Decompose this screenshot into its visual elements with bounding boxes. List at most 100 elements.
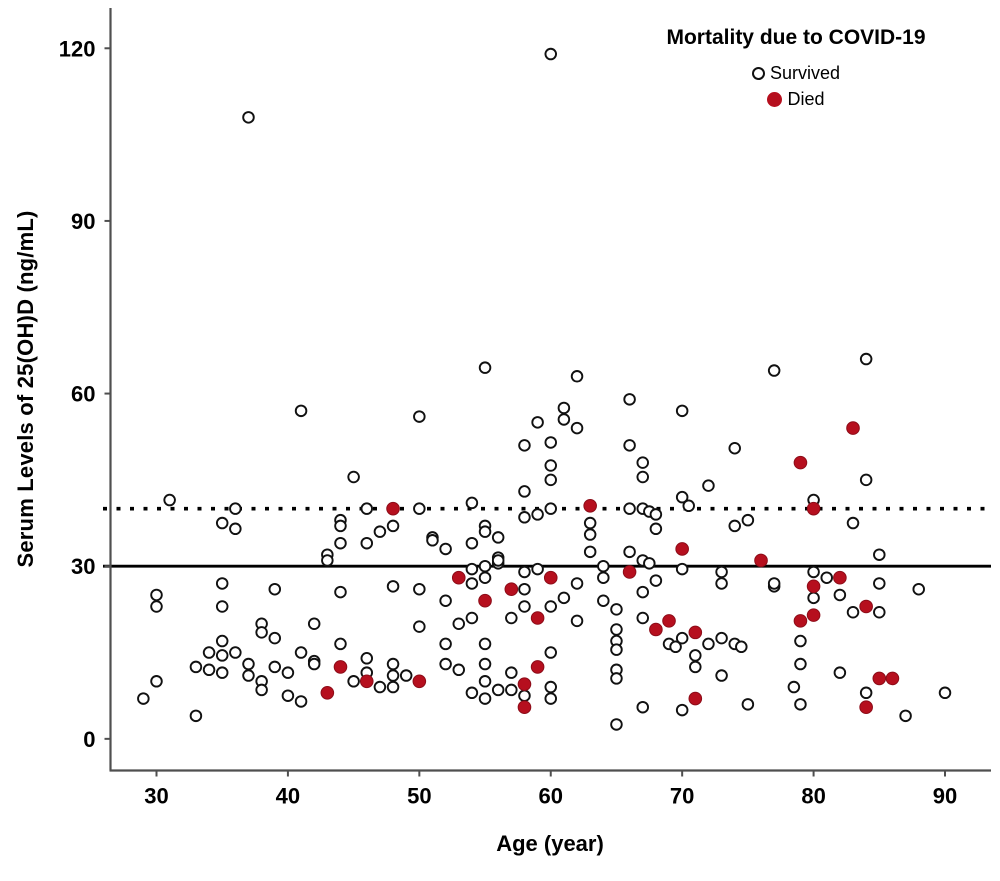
data-point-died — [517, 677, 532, 691]
data-point-survived — [189, 709, 203, 723]
data-point-survived — [794, 698, 807, 711]
data-point-survived — [623, 502, 636, 515]
data-point-survived — [478, 559, 492, 573]
data-point-survived — [229, 502, 242, 515]
data-point-survived — [242, 669, 255, 682]
data-point-survived — [505, 666, 518, 679]
data-point-survived — [544, 680, 558, 694]
data-point-survived — [373, 680, 387, 694]
data-point-survived — [399, 669, 413, 682]
legend: Mortality due to COVID-19 Survived Died — [600, 26, 992, 112]
data-point-survived — [215, 634, 229, 648]
data-point-survived — [478, 361, 492, 374]
data-point-survived — [215, 649, 229, 662]
data-point-survived — [675, 490, 689, 504]
data-point-survived — [347, 470, 360, 484]
x-tick-label: 50 — [407, 784, 431, 809]
data-point-died — [543, 570, 558, 585]
data-point-survived — [386, 519, 400, 533]
data-point-survived — [787, 680, 801, 694]
data-point-survived — [873, 548, 886, 561]
data-point-survived — [544, 502, 558, 515]
data-point-survived — [386, 657, 400, 671]
data-point-survived — [649, 574, 663, 587]
data-point-survived — [426, 534, 439, 547]
data-point-survived — [268, 660, 282, 674]
data-point-survived — [820, 571, 833, 584]
data-point-survived — [478, 657, 492, 671]
data-point-survived — [728, 441, 741, 455]
data-point-survived — [229, 646, 242, 659]
data-point-survived — [859, 686, 873, 700]
data-point-survived — [360, 502, 374, 515]
x-tick-label: 80 — [801, 784, 825, 809]
data-point-survived — [807, 565, 820, 579]
data-point-survived — [413, 502, 426, 515]
data-point-died — [806, 579, 821, 594]
data-point-survived — [570, 370, 584, 383]
data-point-survived — [794, 634, 807, 648]
data-point-died — [320, 686, 335, 700]
data-point-survived — [491, 683, 505, 697]
data-point-survived — [859, 473, 873, 487]
data-point-survived — [347, 675, 360, 688]
data-point-survived — [413, 582, 426, 596]
data-point-survived — [491, 554, 505, 567]
data-point-died — [504, 582, 519, 597]
data-point-died — [675, 542, 689, 556]
data-point-survived — [505, 611, 518, 625]
data-point-survived — [544, 459, 558, 472]
data-point-survived — [413, 620, 426, 633]
data-point-survived — [465, 611, 479, 625]
data-point-survived — [242, 657, 255, 671]
data-point-survived — [583, 545, 597, 559]
data-point-survived — [465, 496, 479, 510]
y-tick-label: 30 — [71, 554, 95, 579]
data-point-survived — [610, 643, 623, 656]
data-point-survived — [583, 516, 597, 530]
data-point-survived — [669, 640, 682, 654]
data-point-survived — [268, 582, 282, 596]
data-point-survived — [735, 640, 748, 654]
data-point-survived — [544, 47, 558, 61]
data-point-survived — [597, 559, 610, 573]
data-point-survived — [478, 525, 492, 538]
data-point-survived — [386, 580, 400, 593]
legend-entry-survived: Survived — [600, 60, 992, 86]
data-point-survived — [610, 672, 623, 685]
data-point-survived — [439, 594, 452, 607]
data-point-died — [478, 593, 492, 608]
data-point-survived — [334, 637, 347, 651]
data-point-survived — [242, 111, 255, 124]
data-point-died — [833, 570, 847, 585]
data-point-survived — [531, 562, 544, 576]
x-axis-title: Age (year) — [496, 831, 604, 856]
data-point-survived — [229, 522, 242, 536]
data-point-survived — [150, 600, 163, 613]
data-point-survived — [255, 683, 268, 697]
data-point-survived — [702, 637, 715, 651]
data-point-survived — [833, 666, 847, 679]
data-point-survived — [741, 513, 755, 527]
data-point-survived — [189, 660, 203, 674]
data-point-survived — [689, 649, 702, 662]
data-point-survived — [294, 695, 308, 708]
data-point-survived — [150, 588, 163, 602]
data-point-survived — [386, 669, 400, 682]
y-tick-label: 120 — [59, 36, 96, 61]
data-point-survived — [715, 631, 728, 645]
data-point-survived — [938, 686, 952, 700]
survived-marker-icon — [751, 66, 765, 80]
data-point-survived — [255, 626, 268, 639]
data-point-survived — [478, 571, 492, 584]
data-point-survived — [452, 663, 466, 677]
died-marker-icon — [767, 91, 783, 107]
y-axis-title: Serum Levels of 25(OH)D (ng/mL) — [13, 210, 38, 568]
data-point-died — [530, 660, 545, 674]
data-point-survived — [859, 352, 873, 366]
data-point-survived — [439, 657, 452, 671]
data-point-died — [688, 691, 703, 706]
data-point-survived — [294, 646, 308, 659]
data-point-survived — [912, 582, 925, 596]
